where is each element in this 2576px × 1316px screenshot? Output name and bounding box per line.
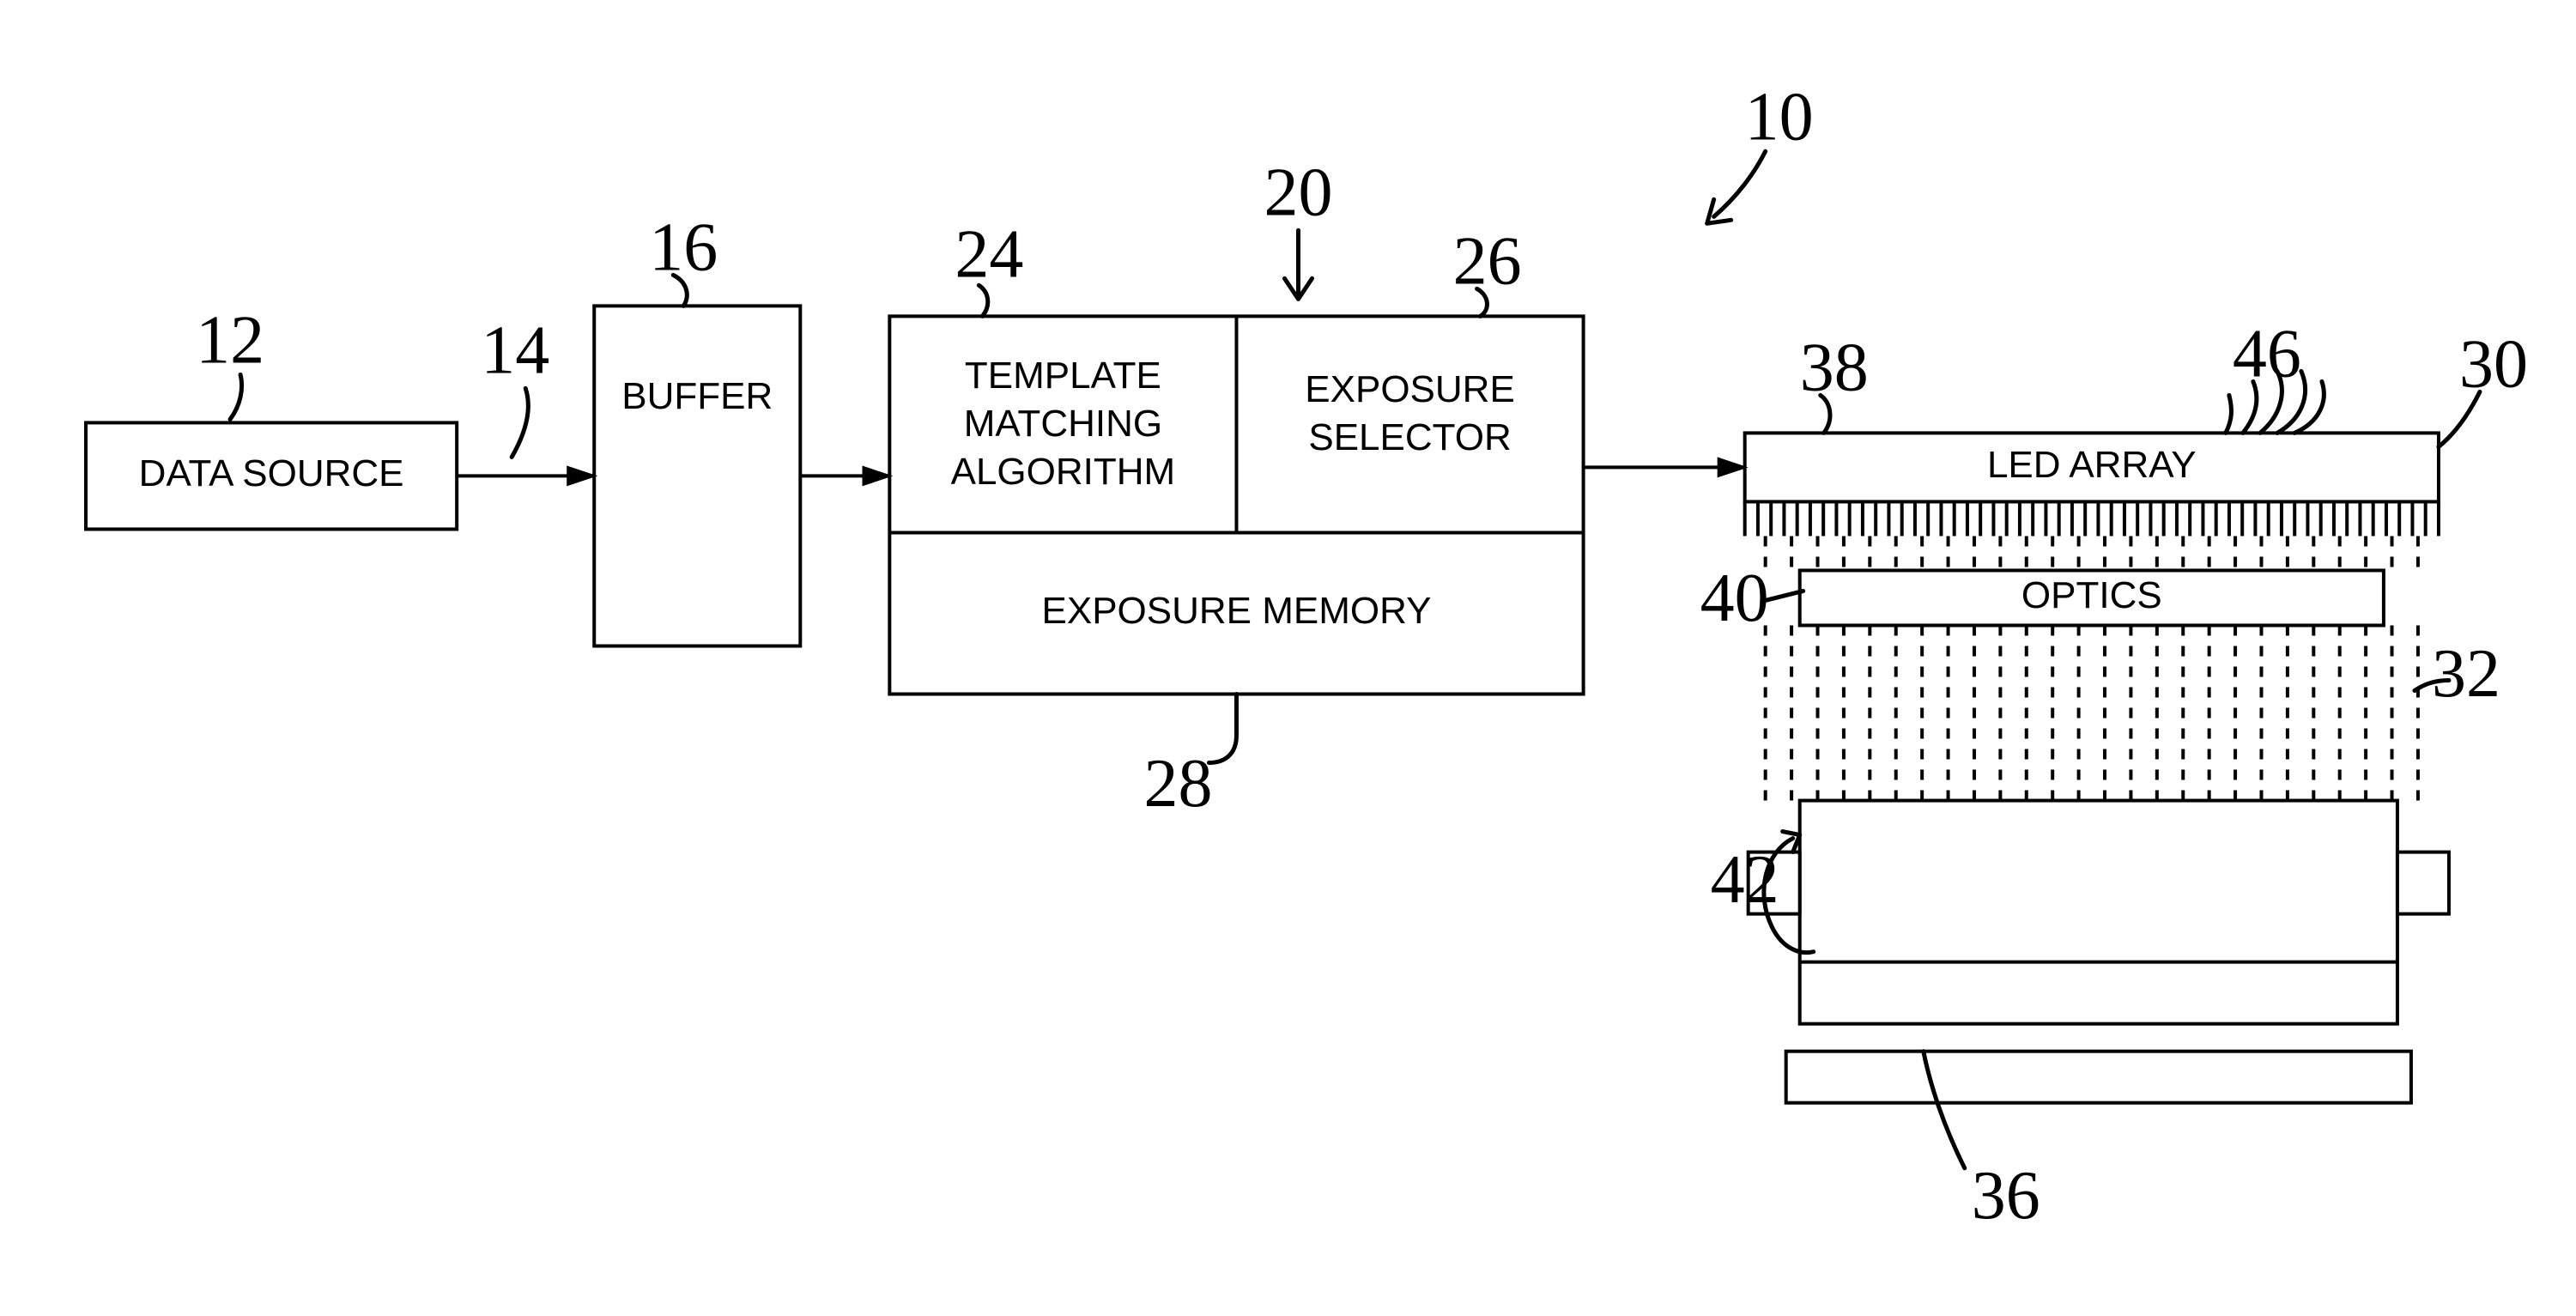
template-matching-l1: TEMPLATE bbox=[965, 355, 1161, 397]
ref-24: 24 bbox=[955, 217, 1023, 293]
ref-42: 42 bbox=[1711, 842, 1779, 918]
ref-16: 16 bbox=[649, 210, 718, 286]
ref-20: 20 bbox=[1264, 155, 1332, 231]
optics-label: OPTICS bbox=[2021, 574, 2162, 616]
exposure-memory-label: EXPOSURE MEMORY bbox=[1042, 590, 1432, 632]
ref-30: 30 bbox=[2459, 327, 2528, 403]
data-source-label: DATA SOURCE bbox=[139, 452, 404, 494]
exposure-selector-l1: EXPOSURE bbox=[1305, 368, 1515, 410]
ref-10: 10 bbox=[1745, 80, 1814, 155]
buffer-label: BUFFER bbox=[621, 375, 773, 417]
ref-32: 32 bbox=[2432, 636, 2500, 712]
ref-38: 38 bbox=[1800, 331, 1869, 406]
led-array-label: LED ARRAY bbox=[1987, 444, 2197, 486]
ref-36: 36 bbox=[1972, 1158, 2040, 1234]
ref-12: 12 bbox=[196, 303, 264, 379]
ref-46: 46 bbox=[2233, 317, 2301, 392]
template-matching-l2: MATCHING bbox=[964, 403, 1162, 445]
ref-14: 14 bbox=[481, 313, 549, 389]
led-comb bbox=[1745, 501, 2439, 536]
template-matching-l3: ALGORITHM bbox=[951, 451, 1176, 493]
ref-26: 26 bbox=[1453, 224, 1522, 300]
exposure-selector-l2: SELECTOR bbox=[1308, 416, 1511, 458]
buffer-box bbox=[594, 306, 800, 646]
ref-28: 28 bbox=[1143, 746, 1212, 822]
drum-assembly bbox=[1749, 801, 2449, 1103]
ref-40: 40 bbox=[1700, 561, 1769, 636]
